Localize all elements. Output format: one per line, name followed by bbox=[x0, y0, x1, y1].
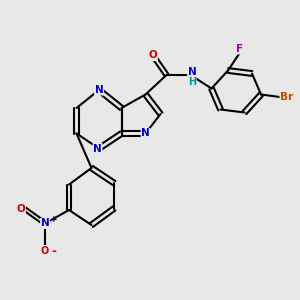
Text: -: - bbox=[51, 245, 56, 259]
Text: O: O bbox=[41, 245, 49, 256]
Text: F: F bbox=[236, 44, 244, 54]
Text: N: N bbox=[94, 85, 103, 95]
Text: N: N bbox=[188, 67, 196, 77]
Text: N: N bbox=[93, 143, 102, 154]
Text: N: N bbox=[40, 218, 50, 229]
Text: H: H bbox=[188, 76, 196, 87]
Text: O: O bbox=[148, 50, 158, 61]
Text: Br: Br bbox=[280, 92, 293, 103]
Text: N: N bbox=[141, 128, 150, 139]
Text: +: + bbox=[50, 214, 58, 224]
Text: O: O bbox=[16, 203, 26, 214]
